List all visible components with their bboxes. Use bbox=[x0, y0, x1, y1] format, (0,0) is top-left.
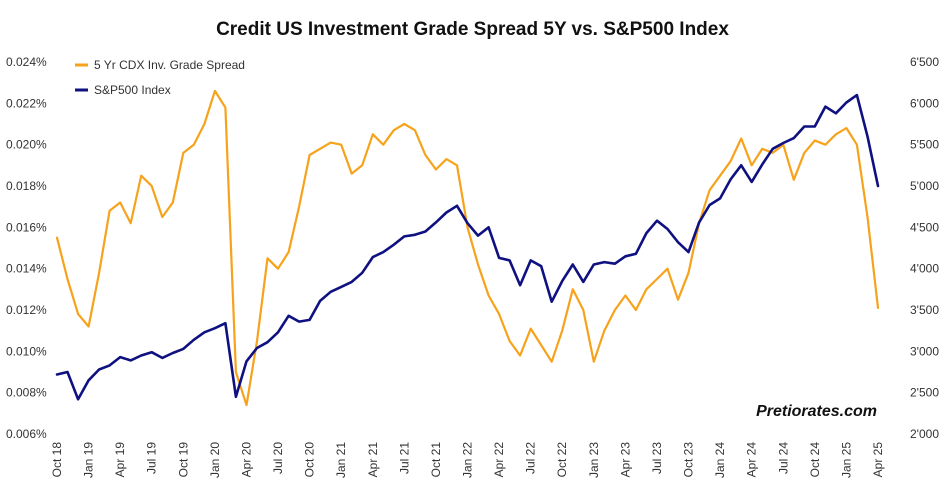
x-axis-tick-label: Jul 23 bbox=[650, 442, 664, 474]
x-axis-tick-label: Oct 20 bbox=[303, 442, 317, 478]
x-axis-tick-label: Apr 21 bbox=[366, 442, 380, 478]
x-axis-tick-label: Jul 22 bbox=[524, 442, 538, 474]
x-axis-tick-label: Jan 23 bbox=[587, 442, 601, 478]
x-axis-tick-label: Apr 25 bbox=[871, 442, 885, 478]
left-axis-tick-label: 0.020% bbox=[6, 138, 47, 152]
x-axis-tick-label: Jul 20 bbox=[271, 442, 285, 474]
left-axis-tick-label: 0.016% bbox=[6, 220, 47, 234]
left-axis-tick-label: 0.008% bbox=[6, 386, 47, 400]
x-axis-tick-label: Jan 24 bbox=[713, 442, 727, 478]
x-axis-tick-label: Apr 19 bbox=[113, 442, 127, 478]
sp500-line bbox=[55, 93, 880, 401]
x-axis-tick-label: Oct 23 bbox=[682, 442, 696, 478]
right-axis-tick-label: 2'500 bbox=[910, 386, 939, 400]
right-axis-tick-label: 5'000 bbox=[910, 179, 939, 193]
x-axis-tick-label: Jul 24 bbox=[776, 442, 790, 474]
x-axis-tick-label: Jul 19 bbox=[145, 442, 159, 474]
right-axis-tick-label: 3'000 bbox=[910, 344, 939, 358]
series-layer bbox=[55, 89, 880, 407]
chart-title: Credit US Investment Grade Spread 5Y vs.… bbox=[216, 19, 729, 40]
x-axis-tick-label: Apr 23 bbox=[618, 442, 632, 478]
right-axis-tick-label: 6'000 bbox=[910, 96, 939, 110]
right-axis-tick-label: 4'500 bbox=[910, 220, 939, 234]
x-axis-tick-label: Oct 24 bbox=[808, 442, 822, 478]
right-axis-tick-label: 6'500 bbox=[910, 55, 939, 69]
x-axis-tick-label: Jan 25 bbox=[839, 442, 853, 478]
x-axis-tick-label: Oct 18 bbox=[50, 442, 64, 478]
right-axis-tick-label: 4'000 bbox=[910, 262, 939, 276]
legend-label: 5 Yr CDX Inv. Grade Spread bbox=[94, 58, 245, 72]
x-axis-ticks: Oct 18 Jan 19 Apr 19 Jul 19 Oct 19 Jan 20 Apr … bbox=[50, 442, 885, 478]
x-axis-tick-label: Oct 21 bbox=[429, 442, 443, 478]
x-axis-tick-label: Apr 24 bbox=[745, 442, 759, 478]
x-axis-tick-label: Jan 21 bbox=[334, 442, 348, 478]
left-axis-ticks: 0.006% 0.008% 0.010% 0.012% 0.014% 0.016% 0.01… bbox=[6, 55, 47, 441]
x-axis-tick-label: Jan 19 bbox=[82, 442, 96, 478]
right-axis-tick-label: 3'500 bbox=[910, 303, 939, 317]
left-axis-tick-label: 0.014% bbox=[6, 262, 47, 276]
left-axis-tick-label: 0.006% bbox=[6, 427, 47, 441]
right-axis-tick-label: 2'000 bbox=[910, 427, 939, 441]
right-axis-tick-label: 5'500 bbox=[910, 138, 939, 152]
x-axis-tick-label: Jul 21 bbox=[397, 442, 411, 474]
x-axis-tick-label: Jan 22 bbox=[461, 442, 475, 478]
left-axis-tick-label: 0.010% bbox=[6, 344, 47, 358]
right-axis-ticks: 2'000 2'500 3'000 3'500 4'000 4'500 5'000 5'500… bbox=[910, 55, 939, 441]
x-axis-tick-label: Jan 20 bbox=[208, 442, 222, 478]
left-axis-tick-label: 0.012% bbox=[6, 303, 47, 317]
legend-label: S&P500 Index bbox=[94, 83, 171, 97]
cdx-spread-line bbox=[55, 89, 880, 407]
x-axis-tick-label: Apr 22 bbox=[492, 442, 506, 478]
x-axis-tick-label: Apr 20 bbox=[239, 442, 253, 478]
left-axis-tick-label: 0.018% bbox=[6, 179, 47, 193]
watermark: Pretiorates.com bbox=[756, 403, 877, 420]
x-axis-tick-label: Oct 19 bbox=[176, 442, 190, 478]
left-axis-tick-label: 0.024% bbox=[6, 55, 47, 69]
x-axis-tick-label: Oct 22 bbox=[555, 442, 569, 478]
left-axis-tick-label: 0.022% bbox=[6, 96, 47, 110]
legend: 5 Yr CDX Inv. Grade Spread S&P500 Index bbox=[75, 58, 245, 97]
